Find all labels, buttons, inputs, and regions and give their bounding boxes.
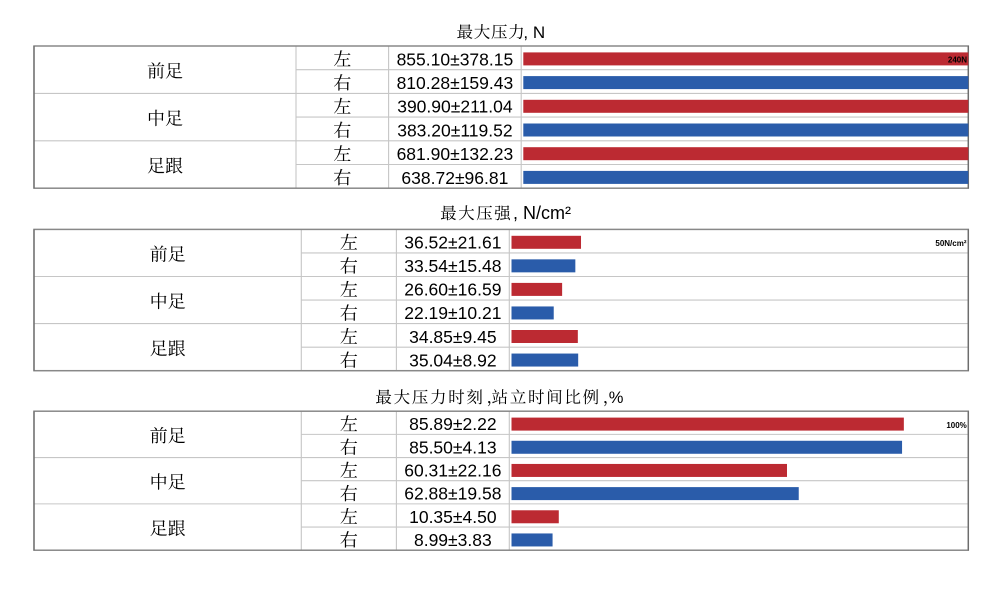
svg-text:240N: 240N — [948, 55, 967, 64]
svg-text:383.20±119.52: 383.20±119.52 — [397, 120, 512, 140]
svg-text:34.85±9.45: 34.85±9.45 — [409, 327, 496, 347]
svg-text:35.04±8.92: 35.04±8.92 — [409, 350, 496, 370]
svg-text:638.72±96.81: 638.72±96.81 — [401, 168, 508, 188]
svg-text:681.90±132.23: 681.90±132.23 — [397, 144, 514, 164]
svg-text:22.19±10.21: 22.19±10.21 — [404, 303, 501, 323]
svg-text:85.89±2.22: 85.89±2.22 — [409, 414, 496, 434]
svg-text:50N/cm²: 50N/cm² — [935, 239, 966, 248]
svg-text:810.28±159.43: 810.28±159.43 — [397, 73, 514, 93]
svg-text:33.54±15.48: 33.54±15.48 — [404, 256, 501, 276]
svg-text:60.31±22.16: 60.31±22.16 — [404, 461, 501, 481]
svg-text:855.10±378.15: 855.10±378.15 — [397, 49, 514, 69]
svg-text:100%: 100% — [946, 421, 966, 430]
svg-text:390.90±211.04: 390.90±211.04 — [397, 97, 513, 117]
svg-text:%: % — [609, 389, 624, 407]
svg-text:, N: , N — [523, 23, 545, 42]
svg-text:36.52±21.61: 36.52±21.61 — [404, 233, 501, 253]
svg-text:8.99±3.83: 8.99±3.83 — [414, 530, 492, 550]
svg-text:26.60±16.59: 26.60±16.59 — [404, 280, 501, 300]
svg-text:85.50±4.13: 85.50±4.13 — [409, 437, 496, 457]
svg-text:10.35±4.50: 10.35±4.50 — [409, 507, 497, 527]
svg-text:, N/cm²: , N/cm² — [513, 203, 571, 223]
svg-text:62.88±19.58: 62.88±19.58 — [404, 484, 501, 504]
